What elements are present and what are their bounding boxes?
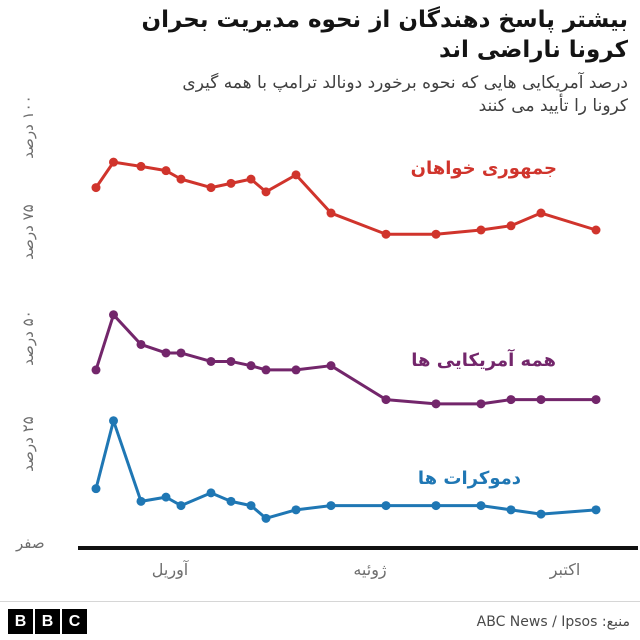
chart-title: بیشتر پاسخ دهندگان از نحوه مدیریت بحران … xyxy=(141,7,628,63)
bbc-logo-block-c: C xyxy=(62,609,87,634)
series-label-democrats: دموکرات ها xyxy=(417,468,521,489)
source-attribution: منبع: ABC News / Ipsos xyxy=(476,614,630,630)
chart-subtitle: درصد آمریکایی هایی که نحوه برخورد دونالد… xyxy=(182,72,628,116)
bbc-logo-block-b1: B xyxy=(8,609,33,634)
series-label-republicans: جمهوری خواهان xyxy=(410,158,557,179)
bbc-logo: B B C xyxy=(8,609,87,634)
y-tick-25: ۲۵ درصد xyxy=(19,416,37,472)
x-tick-october: اکتبر xyxy=(549,560,581,579)
x-axis-line xyxy=(78,546,638,550)
chart-header: بیشتر پاسخ دهندگان از نحوه مدیریت بحران … xyxy=(10,6,628,118)
bbc-logo-block-b2: B xyxy=(35,609,60,634)
y-tick-100: ۱۰۰ درصد xyxy=(19,95,37,159)
x-tick-july: ژوئیه xyxy=(353,560,387,579)
y-tick-75: ۷۵ درصد xyxy=(19,204,37,260)
y-tick-zero: صفر xyxy=(16,534,45,552)
series-label-all-americans: همه آمریکایی ها xyxy=(411,350,556,371)
y-tick-50: ۵۰ درصد xyxy=(19,310,37,366)
footer-divider xyxy=(0,601,640,602)
x-tick-april: آوریل xyxy=(151,560,189,579)
